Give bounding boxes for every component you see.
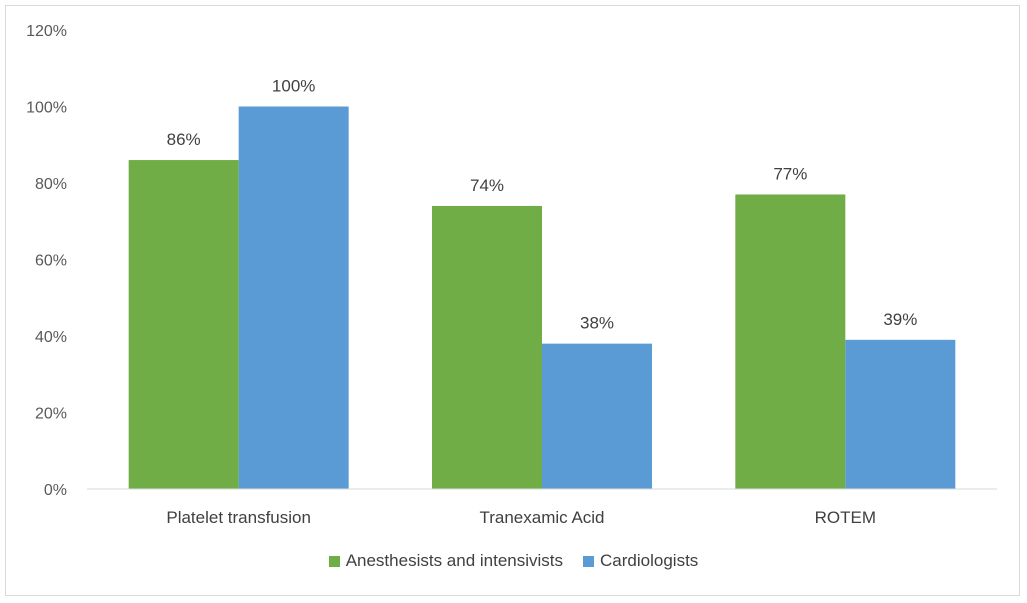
data-label-series-0-cat-2: 77% [773, 164, 807, 183]
legend: Anesthesists and intensivists Cardiologi… [0, 551, 1027, 571]
legend-label-series-0: Anesthesists and intensivists [345, 551, 564, 570]
y-axis-ticks: 0% 20% 40% 60% 80% 100% 120% [26, 23, 67, 499]
y-tick-label: 80% [35, 176, 67, 193]
y-tick-label: 60% [35, 253, 67, 270]
data-label-series-1-cat-2: 39% [883, 310, 917, 329]
x-category-label: Tranexamic Acid [479, 508, 604, 527]
legend-item-series-1: Cardiologists [583, 551, 698, 571]
bar-series-1-cat-0 [238, 106, 349, 489]
y-tick-label: 100% [26, 100, 67, 117]
x-category-label: Platelet transfusion [166, 508, 311, 527]
data-label-series-0-cat-0: 86% [167, 130, 201, 149]
bar-series-0-cat-2 [735, 194, 846, 489]
bar-series-1-cat-1 [542, 343, 652, 489]
x-category-label: ROTEM [815, 508, 876, 527]
bar-series-0-cat-1 [432, 205, 542, 489]
bar-series-1-cat-2 [845, 339, 956, 489]
legend-swatch-series-1 [583, 555, 595, 567]
data-label-series-1-cat-1: 38% [580, 314, 614, 333]
y-tick-label: 120% [26, 23, 67, 40]
bar-series-0-cat-0 [128, 160, 239, 490]
x-axis-categories: Platelet transfusion Tranexamic Acid ROTEM [166, 508, 876, 527]
y-tick-label: 0% [44, 482, 67, 499]
legend-item-series-0: Anesthesists and intensivists [328, 551, 564, 571]
y-tick-label: 40% [35, 329, 67, 346]
data-label-series-1-cat-0: 100% [272, 77, 315, 96]
y-tick-label: 20% [35, 406, 67, 423]
bars [128, 106, 956, 490]
legend-swatch-series-0 [328, 555, 340, 567]
data-label-series-0-cat-1: 74% [470, 176, 504, 195]
legend-label-series-1: Cardiologists [600, 551, 699, 570]
data-labels: 86% 100% 74% 38% 77% 39% [167, 77, 918, 333]
